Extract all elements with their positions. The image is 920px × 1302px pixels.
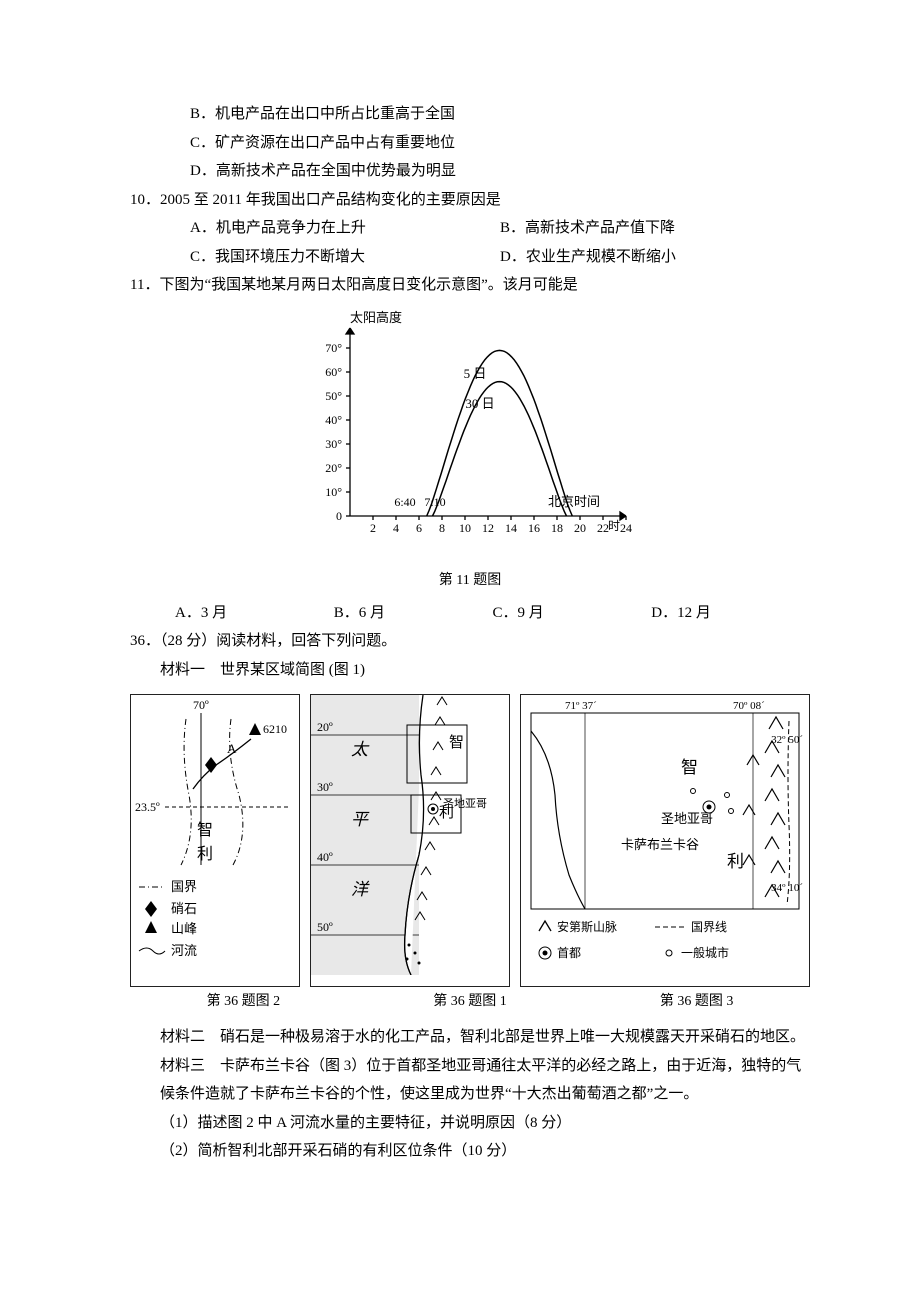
svg-text:4: 4 — [393, 521, 399, 535]
svg-text:50°: 50° — [325, 389, 342, 403]
svg-text:40°: 40° — [325, 413, 342, 427]
svg-text:利: 利 — [197, 845, 213, 863]
svg-text:圣地亚哥: 圣地亚哥 — [661, 811, 713, 826]
q11-opt-b: B．6 月 — [334, 599, 493, 628]
q36-mat2: 材料二 硝石是一种极易溶于水的化工产品，智利北部是世界上唯一大规模露天开采硝石的… — [130, 1023, 810, 1052]
q36-maps: 70º 23.5º A 6210 智 利 国界 硝石 — [130, 694, 810, 987]
svg-text:一般城市: 一般城市 — [681, 945, 729, 960]
svg-text:20º: 20º — [317, 720, 333, 734]
svg-text:0: 0 — [336, 509, 342, 523]
svg-text:70°: 70° — [325, 341, 342, 355]
svg-text:利: 利 — [727, 852, 744, 871]
svg-text:30 日: 30 日 — [465, 396, 494, 411]
svg-text:12: 12 — [482, 521, 494, 535]
svg-text:山峰: 山峰 — [171, 921, 197, 936]
q10-opt-a: A．机电产品竞争力在上升 — [190, 214, 500, 243]
svg-text:北京时间: 北京时间 — [548, 494, 600, 509]
q10-stem: 10．2005 至 2011 年我国出口产品结构变化的主要原因是 — [130, 186, 810, 215]
svg-text:23.5º: 23.5º — [135, 800, 160, 814]
svg-text:洋: 洋 — [351, 880, 370, 899]
q36-mat3: 材料三 卡萨布兰卡谷（图 3）位于首都圣地亚哥通往太平洋的必经之路上，由于近海，… — [130, 1052, 810, 1109]
svg-text:智: 智 — [449, 733, 464, 751]
svg-text:14: 14 — [505, 521, 517, 535]
svg-text:2: 2 — [370, 521, 376, 535]
svg-text:30º: 30º — [317, 780, 333, 794]
svg-text:60°: 60° — [325, 365, 342, 379]
svg-text:智: 智 — [681, 758, 698, 777]
svg-text:10: 10 — [459, 521, 471, 535]
svg-text:6: 6 — [416, 521, 422, 535]
map1: 20º 30º 40º 50º 太 平 洋 智 利 — [310, 694, 510, 987]
cap-map1: 第 36 题图 1 — [357, 989, 584, 1016]
svg-text:18: 18 — [551, 521, 563, 535]
svg-text:6210: 6210 — [263, 722, 287, 736]
svg-text:70º 08´: 70º 08´ — [733, 700, 765, 712]
svg-text:10°: 10° — [325, 485, 342, 499]
svg-text:40º: 40º — [317, 850, 333, 864]
q11-opt-d: D．12 月 — [651, 599, 810, 628]
q36-mat1: 材料一 世界某区域简图 (图 1) — [130, 656, 810, 685]
q10-options-row1: A．机电产品竞争力在上升 B．高新技术产品产值下降 — [130, 214, 810, 243]
svg-text:河流: 河流 — [171, 943, 197, 958]
prev-opt-b: B．机电产品在出口中所占比重高于全国 — [130, 100, 810, 129]
svg-text:30°: 30° — [325, 437, 342, 451]
q11-opt-c: C．9 月 — [493, 599, 652, 628]
svg-text:7:10: 7:10 — [424, 495, 445, 509]
q11-chart: 010°20°30°40°50°60°70° 24681012141618202… — [130, 306, 810, 567]
q36-sub2: （2）简析智利北部开采石硝的有利区位条件（10 分） — [130, 1137, 810, 1166]
svg-text:硝石: 硝石 — [171, 901, 197, 916]
q36-header: 36．（28 分）阅读材料，回答下列问题。 — [130, 627, 810, 656]
svg-text:24: 24 — [620, 521, 632, 535]
q10-options-row2: C．我国环境压力不断增大 D．农业生产规模不断缩小 — [130, 243, 810, 272]
prev-opt-d: D．高新技术产品在全国中优势最为明显 — [130, 157, 810, 186]
svg-text:国界线: 国界线 — [691, 920, 727, 934]
svg-text:太阳高度: 太阳高度 — [350, 310, 402, 325]
q36-sub1: （1）描述图 2 中 A 河流水量的主要特征，并说明原因（8 分） — [130, 1109, 810, 1138]
svg-text:20: 20 — [574, 521, 586, 535]
svg-text:20°: 20° — [325, 461, 342, 475]
q11-stem: 11．下图为“我国某地某月两日太阳高度日变化示意图”。该月可能是 — [130, 271, 810, 300]
svg-text:6:40: 6:40 — [394, 495, 415, 509]
svg-text:智: 智 — [197, 821, 213, 839]
map2: 70º 23.5º A 6210 智 利 国界 硝石 — [130, 694, 300, 987]
q11-chart-caption: 第 11 题图 — [130, 568, 810, 595]
svg-text:32º 50´: 32º 50´ — [771, 734, 803, 746]
q11-options: A．3 月 B．6 月 C．9 月 D．12 月 — [130, 599, 810, 628]
q10-opt-b: B．高新技术产品产值下降 — [500, 214, 810, 243]
prev-opt-c: C．矿产资源在出口产品中占有重要地位 — [130, 129, 810, 158]
svg-text:A: A — [227, 741, 237, 756]
map3: 71º 37´ 70º 08´ 32º 50´ 34º 10´ — [520, 694, 810, 987]
svg-text:首都: 首都 — [557, 946, 581, 960]
svg-text:卡萨布兰卡谷: 卡萨布兰卡谷 — [621, 837, 699, 852]
svg-text:8: 8 — [439, 521, 445, 535]
svg-text:国界: 国界 — [171, 879, 197, 894]
svg-text:圣地亚哥: 圣地亚哥 — [443, 797, 487, 810]
q36-map-captions: 第 36 题图 2 第 36 题图 1 第 36 题图 3 — [130, 989, 810, 1016]
q10-opt-d: D．农业生产规模不断缩小 — [500, 243, 810, 272]
svg-text:安第斯山脉: 安第斯山脉 — [557, 919, 617, 934]
svg-text:50º: 50º — [317, 920, 333, 934]
svg-text:平: 平 — [351, 810, 370, 829]
cap-map3: 第 36 题图 3 — [583, 989, 810, 1016]
svg-text:70º: 70º — [193, 698, 209, 712]
cap-map2: 第 36 题图 2 — [130, 989, 357, 1016]
svg-text:太: 太 — [351, 740, 370, 759]
q11-opt-a: A．3 月 — [175, 599, 334, 628]
svg-text:16: 16 — [528, 521, 540, 535]
svg-text:71º 37´: 71º 37´ — [565, 700, 597, 712]
q10-opt-c: C．我国环境压力不断增大 — [190, 243, 500, 272]
svg-text:5 日: 5 日 — [464, 366, 487, 381]
svg-text:时: 时 — [608, 519, 620, 533]
